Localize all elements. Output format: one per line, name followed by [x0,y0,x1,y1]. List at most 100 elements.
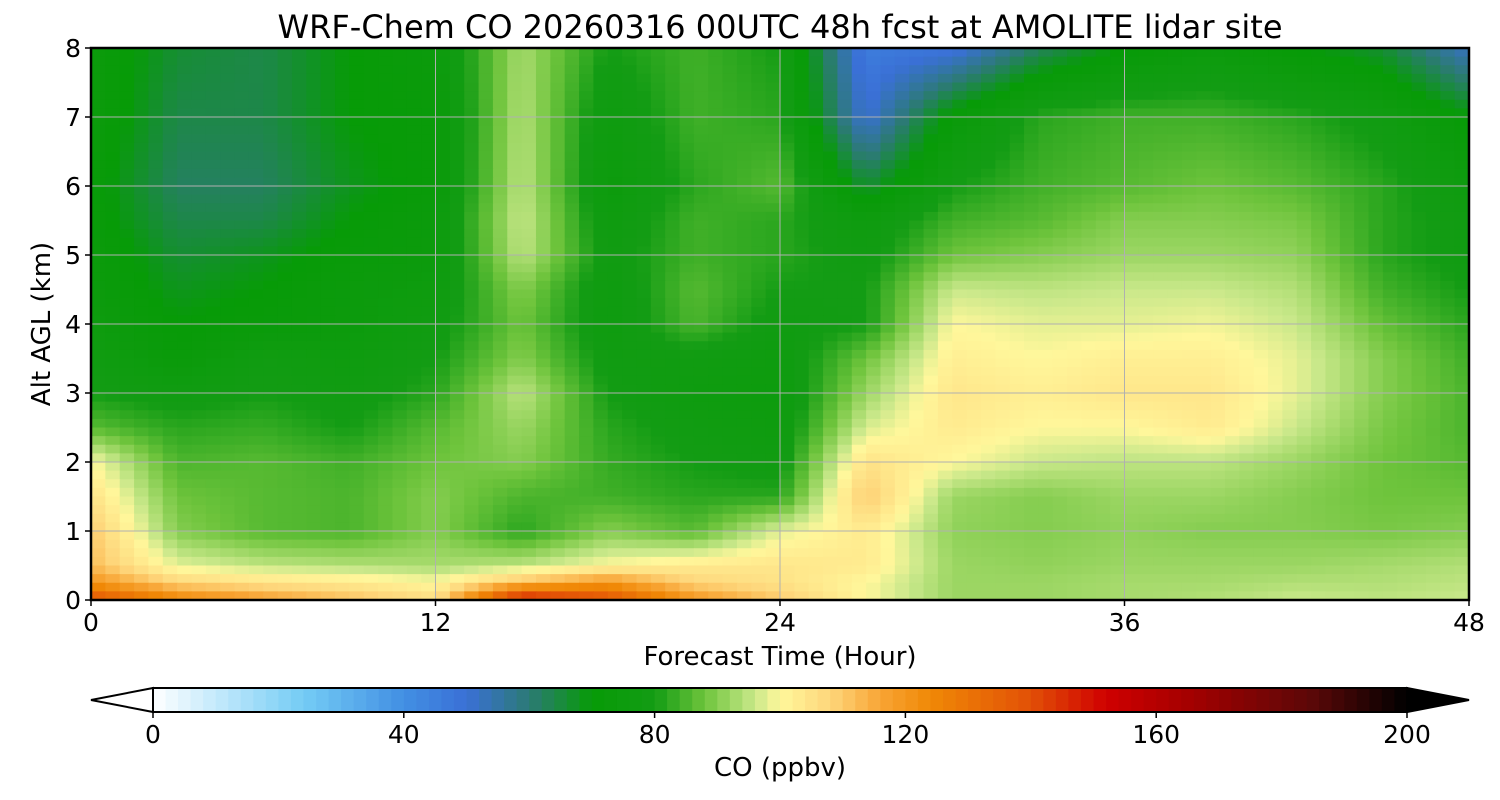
heatmap-cell [177,410,193,420]
heatmap-cell [909,324,925,334]
heatmap-cell [808,427,824,437]
heatmap-cell [464,73,480,84]
heatmap-cell [248,56,264,66]
heatmap-cell [708,444,724,454]
heatmap-cell [1339,125,1355,135]
heatmap-cell [765,65,781,75]
heatmap-cell [708,82,724,92]
heatmap-cell [1411,444,1427,454]
heatmap-cell [1009,160,1025,170]
heatmap-cell [1425,160,1441,170]
heatmap-cell [435,82,451,92]
heatmap-cell [1181,255,1197,265]
heatmap-cell [1440,332,1456,342]
heatmap-cell [478,82,494,92]
heatmap-cell [909,487,925,498]
heatmap-cell [1167,393,1183,403]
heatmap-cell [909,91,925,101]
heatmap-cell [449,289,465,299]
heatmap-cell [823,177,839,187]
heatmap-cell [1425,341,1441,351]
heatmap-cell [693,142,709,153]
heatmap-cell [205,393,221,403]
heatmap-cell [335,453,350,463]
heatmap-cell [521,341,537,351]
heatmap-cell [837,211,853,222]
heatmap-cell [823,315,839,325]
heatmap-cell [1009,168,1025,178]
heatmap-cell [435,418,451,429]
heatmap-cell [306,237,322,247]
heatmap-cell [866,349,882,360]
heatmap-cell [607,453,623,463]
heatmap-cell [1224,160,1240,170]
heatmap-cell [636,82,652,92]
heatmap-cell [177,306,193,316]
heatmap-cell [1354,298,1370,308]
heatmap-cell [837,73,853,84]
heatmap-cell [564,65,580,75]
heatmap-cell [1339,142,1355,153]
heatmap-cell [751,99,767,109]
heatmap-cell [291,108,307,118]
heatmap-cell [1110,444,1126,454]
heatmap-cell [780,203,795,213]
heatmap-cell [1253,289,1269,299]
heatmap-cell [794,91,810,101]
heatmap-cell [105,479,121,489]
heatmap-cell [449,117,465,127]
heatmap-cell [1268,384,1283,394]
heatmap-cell [1224,246,1240,256]
heatmap-cell [378,418,394,429]
heatmap-cell [134,289,150,299]
heatmap-cell [808,462,824,472]
heatmap-cell [1153,358,1169,368]
heatmap-cell [335,194,350,204]
heatmap-cell [564,263,580,273]
heatmap-cell [492,367,508,377]
heatmap-cell [1397,306,1413,316]
heatmap-cell [478,298,494,308]
heatmap-cell [550,237,566,247]
heatmap-cell [119,444,135,454]
heatmap-cell [679,65,695,75]
heatmap-cell [1067,393,1083,403]
heatmap-cell [909,211,925,222]
heatmap-cell [1411,194,1427,204]
heatmap-cell [650,220,666,230]
heatmap-cell [492,203,508,213]
heatmap-cell [1138,341,1154,351]
heatmap-cell [923,324,939,334]
heatmap-cell [1325,56,1341,66]
heatmap-cell [320,91,336,101]
heatmap-cell [1095,315,1111,325]
heatmap-cell [1167,56,1183,66]
heatmap-cell [1296,56,1312,66]
heatmap-cell [1368,142,1384,153]
heatmap-cell [650,401,666,411]
heatmap-cell [277,324,293,334]
heatmap-cell [1425,73,1441,84]
heatmap-cell [579,444,594,454]
heatmap-cell [291,289,307,299]
heatmap-cell [535,280,551,291]
heatmap-cell [937,203,953,213]
heatmap-cell [765,444,781,454]
heatmap-cell [1095,151,1111,161]
heatmap-cell [622,375,638,385]
heatmap-cell [1081,436,1097,446]
heatmap-cell [1038,48,1054,58]
heatmap-cell [320,48,336,58]
heatmap-cell [550,367,566,377]
heatmap-cell [1382,487,1398,498]
heatmap-cell [1167,487,1183,498]
heatmap-cell [1282,272,1298,282]
heatmap-cell [1239,125,1255,135]
heatmap-cell [1440,108,1456,118]
heatmap-cell [937,177,953,187]
heatmap-cell [119,91,135,101]
heatmap-cell [234,384,250,394]
heatmap-cell [234,186,250,196]
heatmap-cell [1382,332,1398,342]
heatmap-cell [1368,73,1384,84]
